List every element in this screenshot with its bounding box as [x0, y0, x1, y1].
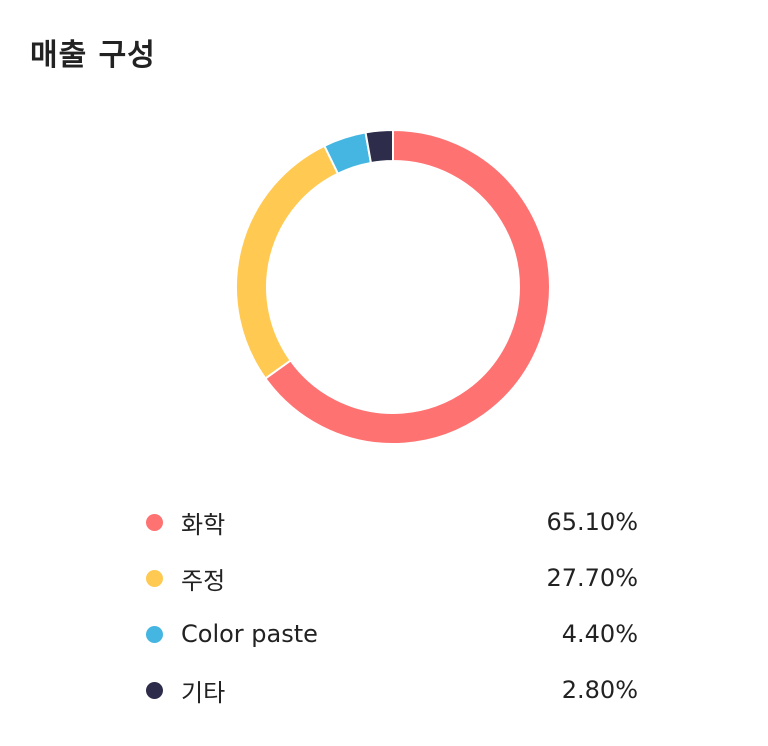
legend-dot-icon	[146, 625, 163, 643]
legend-value: 4.40%	[561, 620, 638, 648]
chart-title: 매출 구성	[30, 38, 156, 73]
legend-dot-icon	[146, 513, 163, 531]
legend-label: 기타	[181, 678, 226, 707]
legend-value: 2.80%	[561, 676, 638, 704]
legend-value: 65.10%	[546, 508, 638, 536]
donut-slice-3	[364, 128, 394, 165]
legend: 화학 65.10% 주정 27.70% Color paste 4.40% 기타 2.80%	[146, 494, 638, 718]
legend-dot-icon	[146, 681, 163, 699]
legend-item: 주정 27.70%	[146, 550, 638, 606]
legend-label: Color paste	[181, 620, 318, 648]
legend-label: 화학	[181, 510, 226, 539]
legend-dot-icon	[146, 569, 163, 587]
donut-slice-1	[235, 144, 340, 380]
donut-slice-0	[264, 128, 551, 445]
legend-item: 기타 2.80%	[146, 662, 638, 718]
legend-label: 주정	[181, 566, 226, 595]
legend-item: 화학 65.10%	[146, 494, 638, 550]
legend-value: 27.70%	[546, 564, 638, 592]
legend-item: Color paste 4.40%	[146, 606, 638, 662]
donut-chart	[235, 128, 551, 445]
